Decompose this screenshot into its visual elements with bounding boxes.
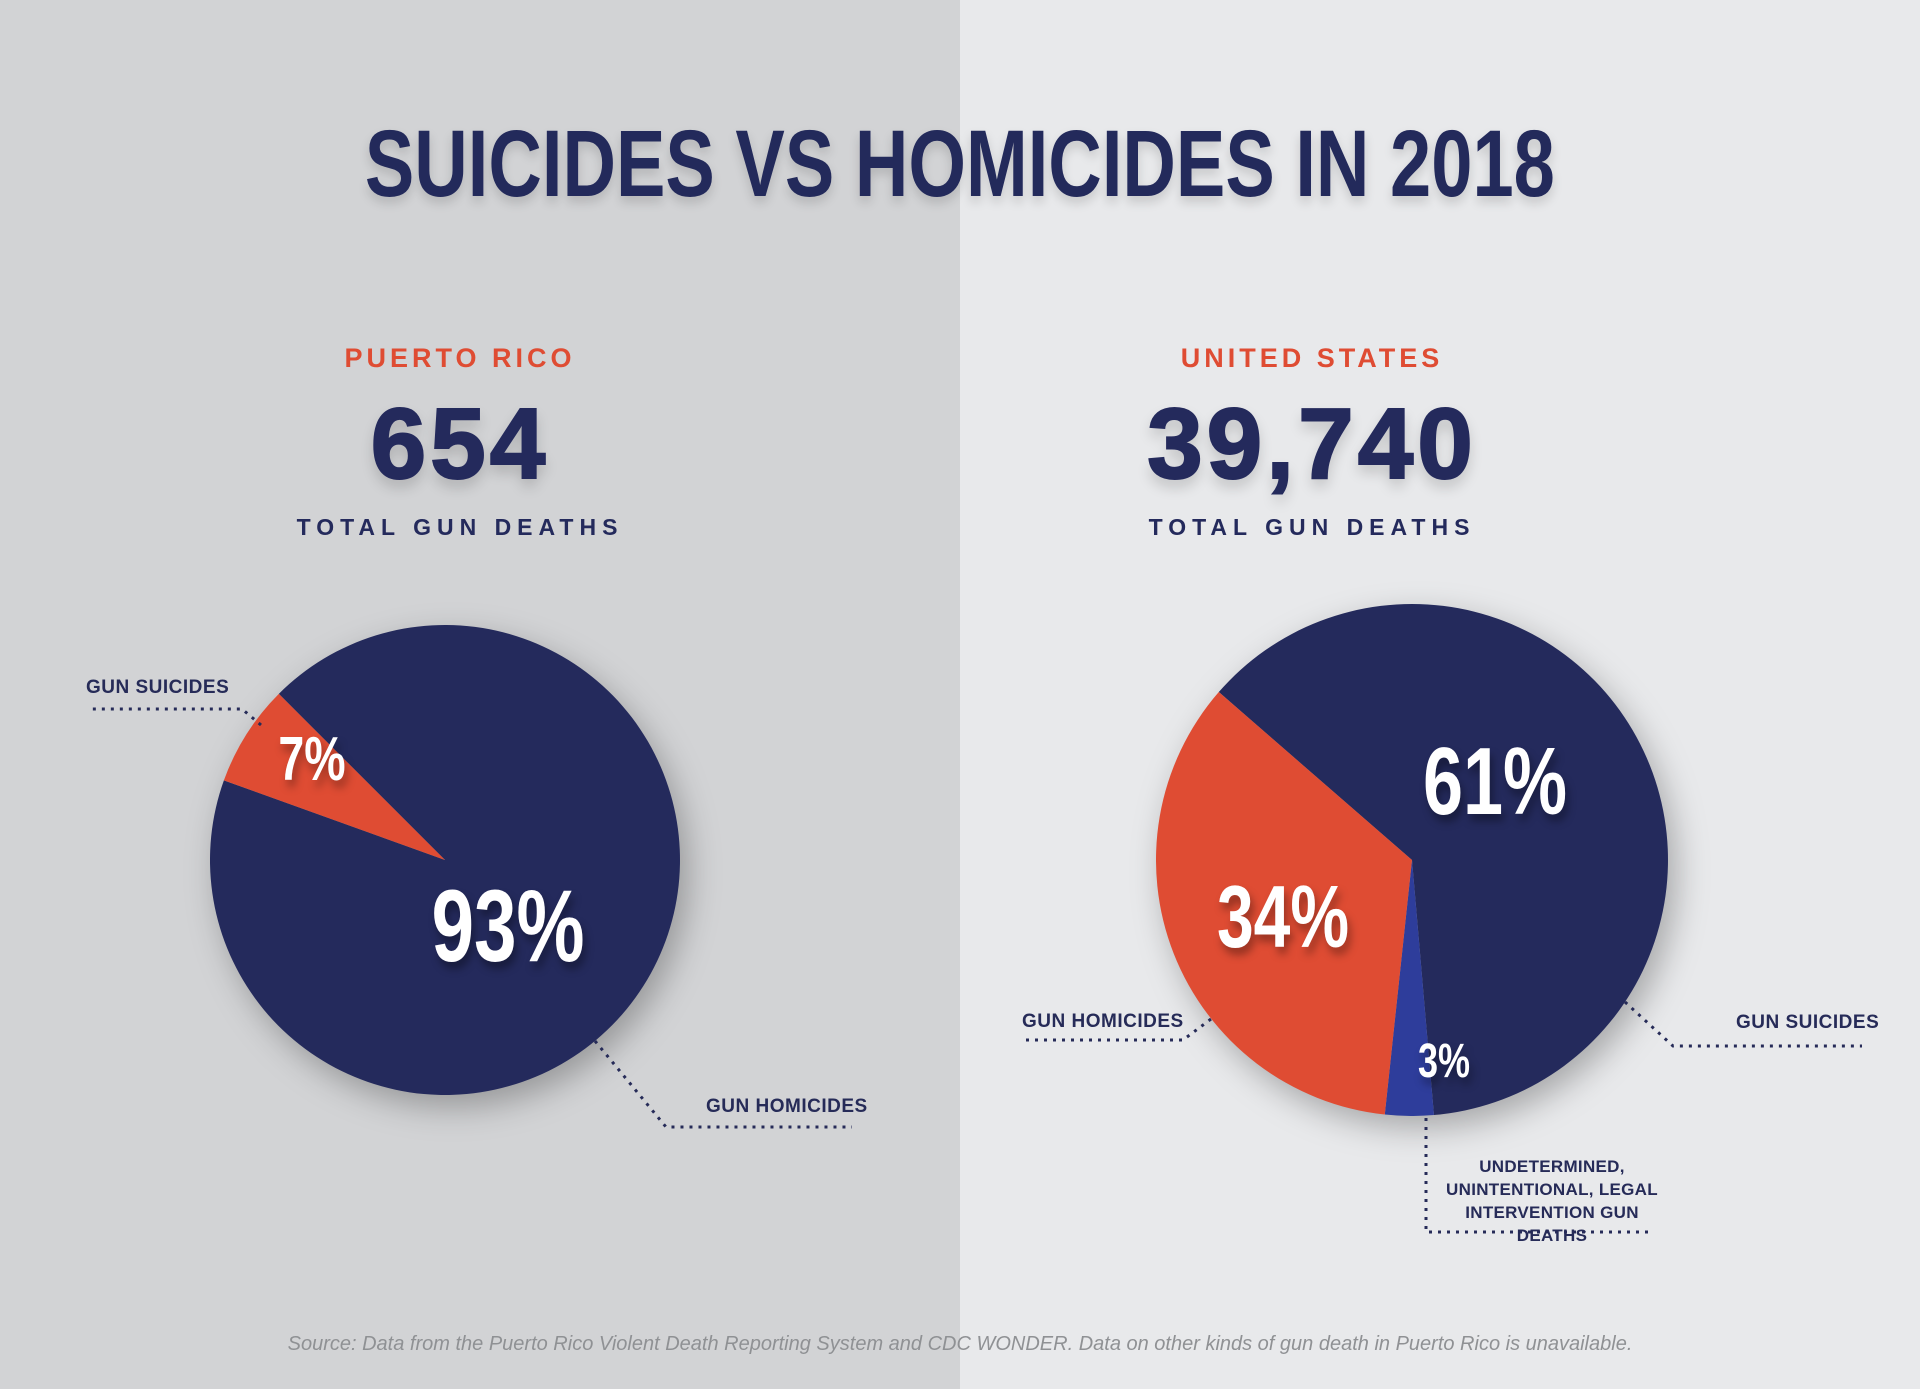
pie-slice-gun-homicides bbox=[1156, 692, 1412, 1115]
united-states-header-block: UNITED STATES 39,740 TOTAL GUN DEATHS bbox=[1012, 345, 1612, 539]
callout-us-other-line-1: UNDETERMINED, bbox=[1479, 1157, 1625, 1176]
slice-pct-us-homicides: 34% bbox=[1216, 867, 1350, 966]
callout-us-other-line-2: UNINTENTIONAL, LEGAL bbox=[1446, 1180, 1658, 1199]
puerto-rico-header-block: PUERTO RICO 654 TOTAL GUN DEATHS bbox=[160, 345, 760, 539]
total-gun-deaths-value-united-states: 39,740 bbox=[1146, 388, 1477, 500]
callout-us-other-deaths: UNDETERMINED, UNINTENTIONAL, LEGAL INTER… bbox=[1428, 1155, 1676, 1247]
page-title-text: SUICIDES VS HOMICIDES IN 2018 bbox=[364, 111, 1556, 217]
slice-pct-pr-suicides: 7% bbox=[278, 725, 346, 794]
region-label-united-states: UNITED STATES bbox=[1180, 343, 1444, 373]
callout-us-other-line-3: INTERVENTION GUN DEATHS bbox=[1465, 1203, 1639, 1245]
callout-pr-gun-homicides: GUN HOMICIDES bbox=[706, 1096, 868, 1117]
pie-slice-gun-homicides bbox=[210, 625, 680, 1095]
pie-slice-gun-suicides bbox=[223, 693, 445, 860]
source-note: Source: Data from the Puerto Rico Violen… bbox=[287, 1333, 1633, 1355]
pie-chart-united-states bbox=[1156, 604, 1668, 1116]
pie-slice-gun-suicides bbox=[1218, 604, 1668, 1116]
leader-line-us-gun-homicides bbox=[1023, 1017, 1212, 1042]
region-label-puerto-rico: PUERTO RICO bbox=[344, 343, 576, 373]
total-gun-deaths-value-puerto-rico: 654 bbox=[370, 388, 550, 500]
pie-slice-undetermined-unintentional-legal-intervention-gun-deaths bbox=[1384, 860, 1434, 1116]
leader-line-us-gun-suicides bbox=[1623, 1000, 1862, 1048]
leader-line-us-other-deaths bbox=[1424, 1118, 1650, 1234]
total-gun-deaths-caption-united-states: TOTAL GUN DEATHS bbox=[1148, 514, 1476, 540]
slice-pct-pr-homicides: 93% bbox=[431, 869, 585, 983]
slice-pct-us-suicides: 61% bbox=[1422, 728, 1568, 835]
leader-line-pr-gun-suicides bbox=[88, 707, 262, 727]
total-gun-deaths-caption-puerto-rico: TOTAL GUN DEATHS bbox=[296, 514, 624, 540]
leader-line-pr-gun-homicides bbox=[593, 1040, 852, 1129]
pie-chart-puerto-rico bbox=[210, 625, 680, 1095]
callout-us-gun-homicides: GUN HOMICIDES bbox=[1022, 1011, 1184, 1032]
page-title: SUICIDES VS HOMICIDES IN 2018 bbox=[0, 112, 1920, 217]
callout-us-gun-suicides: GUN SUICIDES bbox=[1736, 1012, 1880, 1033]
callout-pr-gun-suicides: GUN SUICIDES bbox=[86, 677, 230, 698]
slice-pct-us-other: 3% bbox=[1417, 1035, 1471, 1088]
